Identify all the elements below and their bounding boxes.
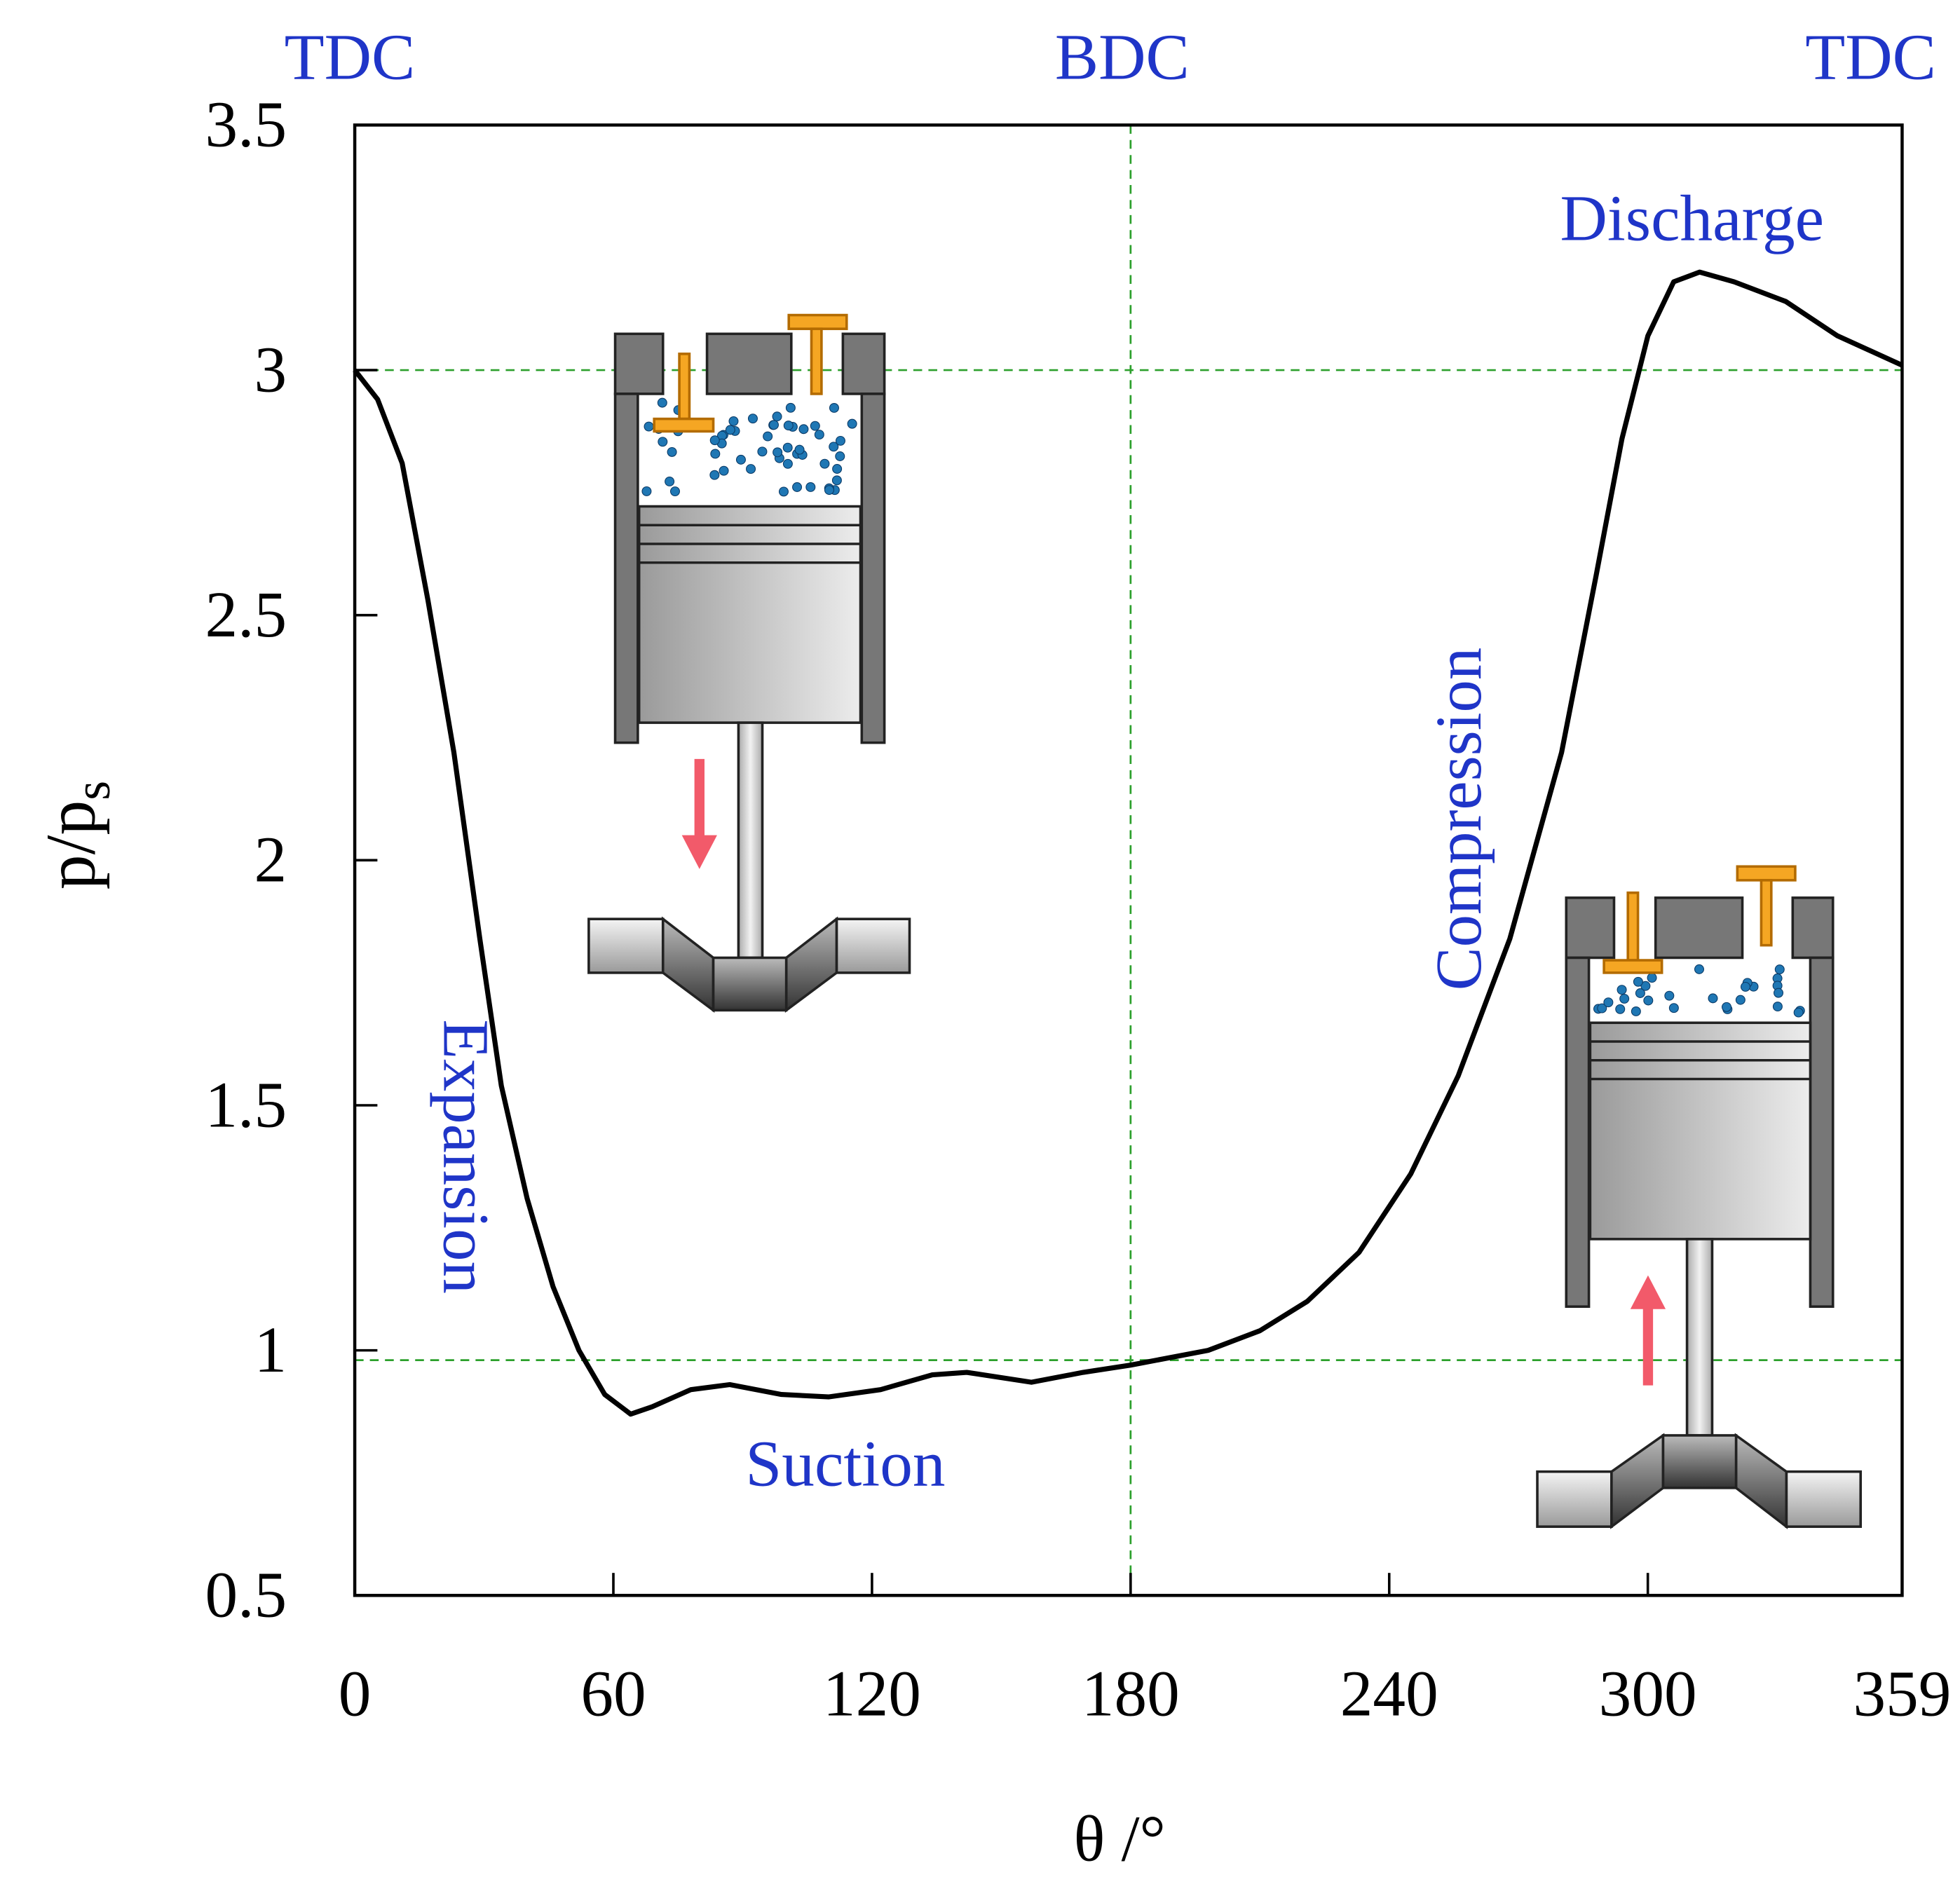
- gas-molecule: [1668, 1003, 1679, 1013]
- piston-compression: [1536, 865, 1863, 1529]
- gas-molecule: [798, 424, 809, 435]
- y-tick-label: 3.5: [205, 89, 287, 161]
- gas-molecule: [735, 454, 746, 465]
- gas-molecule: [1631, 1006, 1641, 1016]
- gas-molecule: [1597, 1003, 1607, 1013]
- x-axis-label: θ /°: [1074, 1803, 1166, 1876]
- gas-molecule: [792, 482, 803, 492]
- gas-molecule: [710, 449, 721, 459]
- y-tick-label: 1.5: [205, 1070, 287, 1142]
- y-tick-label: 0.5: [205, 1559, 287, 1632]
- gas-molecule: [1774, 988, 1784, 998]
- gas-molecule: [757, 446, 768, 457]
- x-tick-label: 120: [823, 1658, 921, 1730]
- gas-molecule: [665, 476, 675, 486]
- gas-molecule: [746, 464, 756, 474]
- gas-molecule: [667, 446, 677, 457]
- gas-molecule: [747, 414, 758, 424]
- gas-molecule: [772, 411, 782, 422]
- piston-illustrations: [587, 313, 1863, 1529]
- annotation: BDC: [1055, 22, 1190, 94]
- gas-molecule: [778, 486, 789, 497]
- gas-molecule: [709, 470, 720, 480]
- annotation: TDC: [285, 22, 416, 94]
- annotation: Expansion: [430, 1019, 502, 1294]
- gas-molecule: [1735, 995, 1745, 1005]
- y-tick-label: 2.5: [205, 579, 287, 651]
- y-tick-label: 2: [254, 824, 287, 896]
- gas-molecule: [1793, 1007, 1804, 1018]
- x-tick-label: 0: [339, 1658, 372, 1730]
- gas-molecule: [829, 442, 839, 452]
- gas-molecule: [785, 402, 796, 413]
- gas-molecule: [782, 458, 793, 469]
- gas-molecule: [1772, 1002, 1783, 1012]
- gas-molecule: [1603, 997, 1614, 1008]
- gas-molecule: [719, 465, 729, 476]
- annotation: TDC: [1805, 22, 1936, 94]
- gas-molecule: [835, 451, 845, 461]
- gas-molecule: [1643, 995, 1654, 1006]
- gas-molecule: [768, 420, 779, 430]
- gas-molecule: [810, 421, 820, 431]
- gas-molecule: [829, 403, 839, 413]
- gas-molecule: [805, 482, 816, 492]
- annotation: Discharge: [1560, 183, 1824, 255]
- y-tick-label: 1: [254, 1314, 287, 1386]
- gas-molecule: [1647, 973, 1657, 983]
- gas-molecule: [1694, 964, 1704, 974]
- x-tick-label: 180: [1082, 1658, 1180, 1730]
- gas-molecule: [824, 485, 834, 496]
- gas-molecule: [1722, 1002, 1732, 1012]
- gas-molecule: [1615, 1004, 1626, 1014]
- gas-molecule: [847, 418, 857, 429]
- annotation: Suction: [745, 1428, 945, 1501]
- gas-molecule: [1664, 990, 1675, 1001]
- x-tick-label: 300: [1599, 1658, 1697, 1730]
- gas-molecule: [644, 421, 654, 432]
- gas-molecule: [709, 435, 720, 446]
- reference-lines: [355, 125, 1903, 1596]
- y-axis-label: p/ps: [32, 781, 121, 889]
- gas-molecule: [725, 425, 735, 435]
- gas-molecule: [1619, 993, 1630, 1004]
- x-tick-label: 240: [1340, 1658, 1438, 1730]
- gas-molecule: [835, 435, 845, 446]
- gas-molecule: [1635, 988, 1645, 998]
- gas-molecule: [831, 475, 842, 486]
- gas-molecule: [658, 437, 668, 447]
- gas-molecule: [1640, 981, 1651, 991]
- gas-molecule: [1708, 993, 1718, 1004]
- y-axis-label-main: p/p: [32, 800, 109, 890]
- annotation: Compression: [1423, 648, 1495, 991]
- piston-expansion: [587, 313, 911, 1013]
- gas-molecule: [783, 421, 794, 431]
- gas-molecule: [773, 447, 783, 458]
- gas-molecule: [641, 486, 652, 496]
- gas-molecule: [728, 416, 739, 426]
- gas-molecule: [794, 444, 805, 455]
- gas-molecule: [763, 431, 773, 442]
- x-tick-label: 359: [1853, 1658, 1951, 1730]
- gas-molecule: [657, 397, 667, 408]
- gas-molecule: [1617, 985, 1627, 995]
- x-tick-label: 60: [580, 1658, 646, 1730]
- gas-molecule: [782, 442, 793, 453]
- gas-molecule: [669, 486, 680, 497]
- gas-molecule: [819, 458, 830, 469]
- gas-molecule: [814, 430, 824, 440]
- plot-frame: [353, 123, 1904, 1597]
- gas-molecule: [1740, 981, 1750, 992]
- y-axis-label-subscript: s: [65, 781, 121, 800]
- pressure-curve: [353, 269, 1903, 1417]
- gas-molecule: [1774, 964, 1785, 975]
- gas-molecule: [832, 464, 843, 474]
- y-tick-label: 3: [254, 334, 287, 407]
- gas-molecule: [1633, 976, 1643, 987]
